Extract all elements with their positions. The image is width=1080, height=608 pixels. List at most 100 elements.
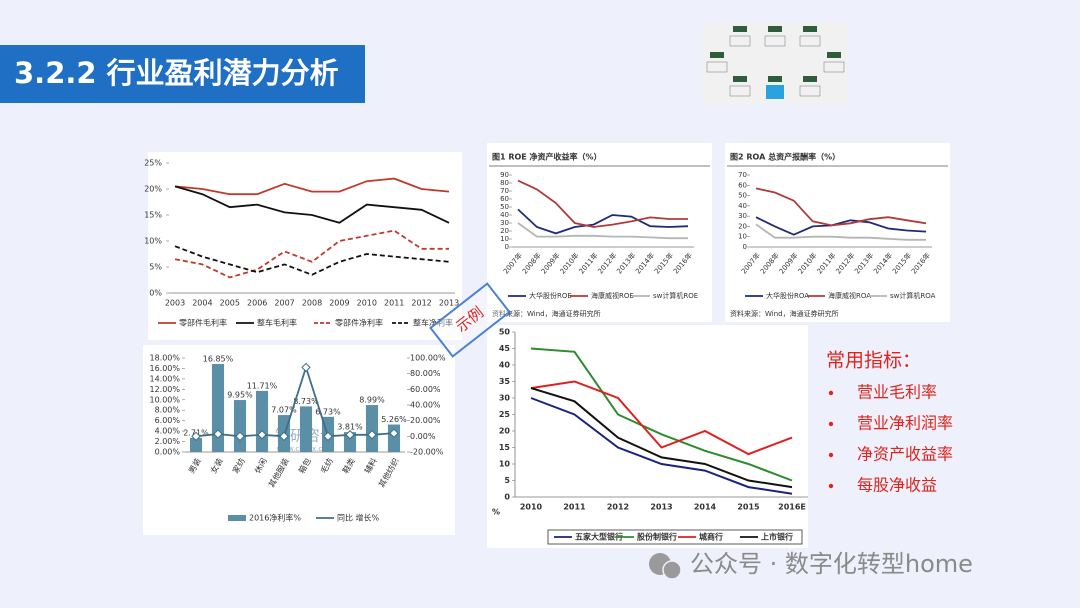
line-series	[517, 208, 689, 235]
y2-tick-label: -20.00%	[410, 448, 444, 457]
y-tick-label: 0.00%	[155, 448, 181, 457]
x-tick-label: 2013	[650, 503, 672, 512]
legend-label: 海康威视ROA	[828, 291, 871, 300]
line-marker	[323, 431, 333, 442]
y-tick-label: 60	[738, 181, 747, 189]
y-tick-label: 40	[738, 202, 747, 210]
bar-value-label: 8.99%	[359, 396, 385, 405]
x-tick-label: 2014	[694, 503, 717, 512]
x-tick-label: 2005	[220, 299, 240, 308]
legend-label: 同比 增长%	[337, 513, 380, 523]
x-tick-label: 2004	[192, 299, 212, 308]
y-tick-label: 70	[500, 187, 509, 195]
y-tick-label: 90	[500, 171, 509, 179]
y2-tick-label: 0.00%	[410, 432, 436, 441]
legend-label: 大华股份ROA	[766, 291, 809, 300]
legend-box	[547, 529, 803, 545]
y2-tick-label: 100.00%	[410, 354, 446, 363]
y2-tick-label: 20.00%	[410, 416, 441, 425]
y-tick-label: 5%	[149, 263, 162, 272]
y-tick-label: 15%	[144, 211, 162, 220]
chart-source: 资料来源：Wind，海通证券研究所	[730, 309, 839, 318]
x-tick-label: 2003	[165, 299, 185, 308]
y-tick-label: 40	[499, 361, 511, 370]
y-tick-label: 6.00%	[155, 416, 181, 425]
x-tick-label: 2015	[737, 503, 760, 512]
line-marker	[235, 431, 245, 442]
bar-value-label: 11.71%	[247, 381, 278, 390]
chart-panel	[725, 143, 950, 322]
y-tick-label: 45	[499, 344, 511, 353]
line-series	[530, 347, 793, 482]
y-tick-label: 10	[499, 460, 511, 469]
bar	[255, 390, 269, 452]
chart-panel	[487, 143, 712, 322]
bar-value-label: 3.81%	[337, 423, 363, 432]
line-marker	[389, 428, 399, 438]
charts: 0%5%10%15%20%25%2003 2004 2005 2006 2007 2008…	[143, 143, 950, 548]
x-tick-label: 2011	[384, 299, 404, 308]
line-marker	[345, 430, 355, 440]
line-series	[517, 222, 688, 240]
chart: 图2 ROA 总资产报酬率（%）0102030405060702007年2008…	[725, 143, 950, 322]
chart-title: 图2 ROA 总资产报酬率（%）	[730, 152, 840, 162]
line-series	[530, 397, 793, 495]
bar-value-label: 8.73%	[293, 397, 319, 406]
chart-title: 图1 ROE 净资产收益率（%）	[492, 152, 602, 162]
y-tick-label: 20	[500, 227, 509, 235]
wechat-icon	[649, 553, 682, 580]
indicator: 营业毛利率	[857, 383, 937, 402]
bar	[343, 432, 357, 452]
bar-value-label: 16.85%	[203, 355, 234, 364]
legend-label: 整车毛利率	[257, 318, 297, 328]
x-tick-label: 2009	[329, 299, 349, 308]
y-tick-label: 5	[504, 476, 510, 485]
y-tick-label: 50	[500, 203, 509, 211]
title-bar	[0, 45, 365, 103]
x-tick-label: 2016E	[778, 503, 806, 512]
indicator: 净资产收益率	[857, 445, 953, 464]
y2-tick-label: 40.00%	[410, 401, 441, 410]
line-marker	[213, 429, 223, 439]
y-tick-label: 0	[505, 243, 509, 251]
slide-title: 3.2.2 行业盈利潜力分析	[14, 56, 339, 90]
bullet	[828, 452, 834, 458]
legend-swatch	[228, 515, 246, 521]
x-tick-label: 2012	[607, 503, 629, 512]
bar	[233, 400, 247, 452]
line-series	[517, 179, 688, 228]
line-series	[195, 364, 395, 438]
line-series	[755, 187, 927, 227]
chart-panel	[487, 325, 808, 548]
indicator: 营业净利润率	[857, 414, 953, 433]
line-series	[174, 185, 450, 224]
line-marker	[257, 430, 267, 440]
legend-label: 整车净利率	[413, 318, 453, 328]
line-marker	[191, 431, 201, 442]
bar-value-label: 7.07%	[271, 406, 297, 415]
y-tick-label: 80	[500, 179, 509, 187]
y-tick-label: 50	[499, 328, 511, 337]
x-tick-label: 2012	[411, 299, 431, 308]
bar-value-label: 6.73%	[315, 407, 341, 416]
x-tick-label: 2011	[563, 503, 586, 512]
y-tick-label: 20	[499, 427, 511, 436]
legend-label: sw计算机ROA	[890, 291, 936, 300]
legend-label: 五家大型银行	[575, 532, 623, 542]
x-tick-label: 2006	[247, 299, 267, 308]
bullet	[828, 483, 834, 489]
chart-panel	[148, 152, 462, 340]
y-tick-label: 10	[738, 233, 747, 241]
y-tick-label: 10.00%	[149, 395, 180, 404]
line-marker	[367, 430, 377, 440]
y-tick-label: 10%	[144, 237, 162, 246]
indicator: 每股净收益	[857, 476, 937, 495]
line-series	[174, 177, 450, 196]
chart: 0% 5% 10% 15% 20% 25% 2003 2004 2005 2006 2007 2008…	[144, 152, 462, 340]
y-tick-label: 35	[499, 377, 511, 386]
example-box	[429, 282, 511, 358]
y-tick-label: 60	[500, 195, 509, 203]
y-tick-label: 50	[738, 192, 747, 200]
y-tick-label: 25%	[144, 159, 162, 168]
